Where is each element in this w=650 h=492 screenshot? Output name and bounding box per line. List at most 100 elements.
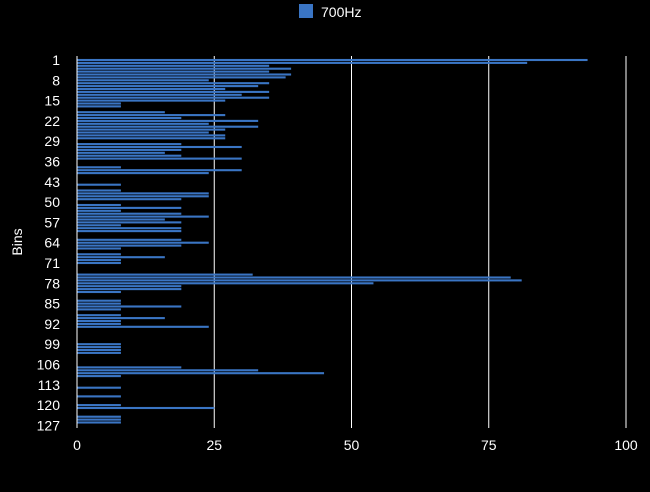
bar <box>77 134 226 137</box>
y-tick-label: 15 <box>44 93 60 109</box>
bar <box>77 189 121 192</box>
bar <box>77 206 182 209</box>
y-tick-label: 71 <box>44 255 60 271</box>
bar <box>77 111 165 114</box>
bar <box>77 198 182 201</box>
bar <box>77 64 270 67</box>
bar <box>77 404 121 407</box>
legend-label: 700Hz <box>321 4 361 20</box>
bar <box>77 375 121 378</box>
bar <box>77 221 182 224</box>
bar <box>77 395 121 398</box>
bar <box>77 351 121 354</box>
bar <box>77 203 121 207</box>
bar <box>77 290 121 294</box>
bar <box>77 241 209 244</box>
bar <box>77 166 121 169</box>
bar <box>77 157 242 160</box>
x-tick-label: 0 <box>73 437 81 453</box>
bar <box>77 58 588 62</box>
bar <box>77 244 182 247</box>
bar <box>77 172 209 175</box>
bar <box>77 319 121 323</box>
y-tick-label: 36 <box>44 154 60 170</box>
bar <box>77 125 259 128</box>
y-tick-label: 113 <box>38 377 61 393</box>
bar <box>77 99 226 102</box>
bar <box>77 348 121 352</box>
bar <box>77 169 242 172</box>
y-tick-label: 99 <box>44 336 60 352</box>
bar <box>77 299 121 302</box>
grid-lines <box>213 56 627 428</box>
bar <box>77 82 270 85</box>
bar <box>77 325 209 328</box>
bar <box>77 87 226 91</box>
bar <box>77 85 259 88</box>
bar <box>77 148 182 151</box>
y-tick-label: 57 <box>44 214 60 230</box>
y-tick-label: 78 <box>44 275 60 291</box>
y-tick-label: 50 <box>44 194 60 210</box>
bar <box>77 79 209 82</box>
bar <box>77 116 182 120</box>
bar <box>77 195 209 198</box>
bar <box>77 302 121 305</box>
bar <box>77 366 182 369</box>
bar <box>77 215 209 218</box>
bar <box>77 259 121 262</box>
bar <box>77 73 292 76</box>
bars <box>77 58 588 424</box>
bar <box>77 192 209 195</box>
y-axis-ticks: 1 8 15 22 29 36 43 50 57 64 71 78 85 92 99 106 113 120 127 <box>37 52 61 433</box>
bar <box>77 256 165 259</box>
y-tick-label: 29 <box>44 133 60 149</box>
bar <box>77 421 121 424</box>
bar <box>77 346 121 349</box>
x-tick-label: 25 <box>206 437 222 453</box>
bar <box>77 218 165 221</box>
y-tick-label: 106 <box>37 357 61 373</box>
bar <box>77 224 121 227</box>
x-axis-ticks: 0 25 50 75 100 <box>73 437 638 453</box>
y-tick-label: 92 <box>44 316 60 332</box>
bar <box>77 343 121 346</box>
bar <box>77 418 121 421</box>
bar <box>77 230 182 233</box>
bar <box>77 406 215 410</box>
bar <box>77 67 292 70</box>
bar <box>77 183 121 186</box>
y-tick-label: 127 <box>37 417 61 433</box>
bar <box>77 96 270 99</box>
bar <box>77 61 528 64</box>
bar <box>77 273 253 276</box>
legend[interactable]: 700Hz <box>299 4 361 20</box>
bar <box>77 212 182 215</box>
y-tick-label: 43 <box>44 174 60 190</box>
bar <box>77 305 182 308</box>
y-axis-title: Bins <box>9 228 25 255</box>
legend-swatch <box>299 4 313 18</box>
bar <box>77 209 121 212</box>
bar <box>77 131 209 134</box>
bar <box>77 279 522 282</box>
x-tick-label: 50 <box>344 437 360 453</box>
bar <box>77 247 121 250</box>
bar <box>77 137 226 140</box>
bar <box>77 114 226 117</box>
bar <box>77 288 182 291</box>
bar <box>77 151 165 154</box>
bar <box>77 282 374 285</box>
bar <box>77 285 182 288</box>
bar <box>77 227 182 230</box>
bar <box>77 128 226 131</box>
bar <box>77 90 270 93</box>
bar <box>77 102 121 105</box>
bar <box>77 314 121 317</box>
bar <box>77 119 259 122</box>
bar <box>77 105 121 108</box>
bar <box>77 238 182 241</box>
bar <box>77 122 209 125</box>
x-tick-label: 75 <box>481 437 497 453</box>
